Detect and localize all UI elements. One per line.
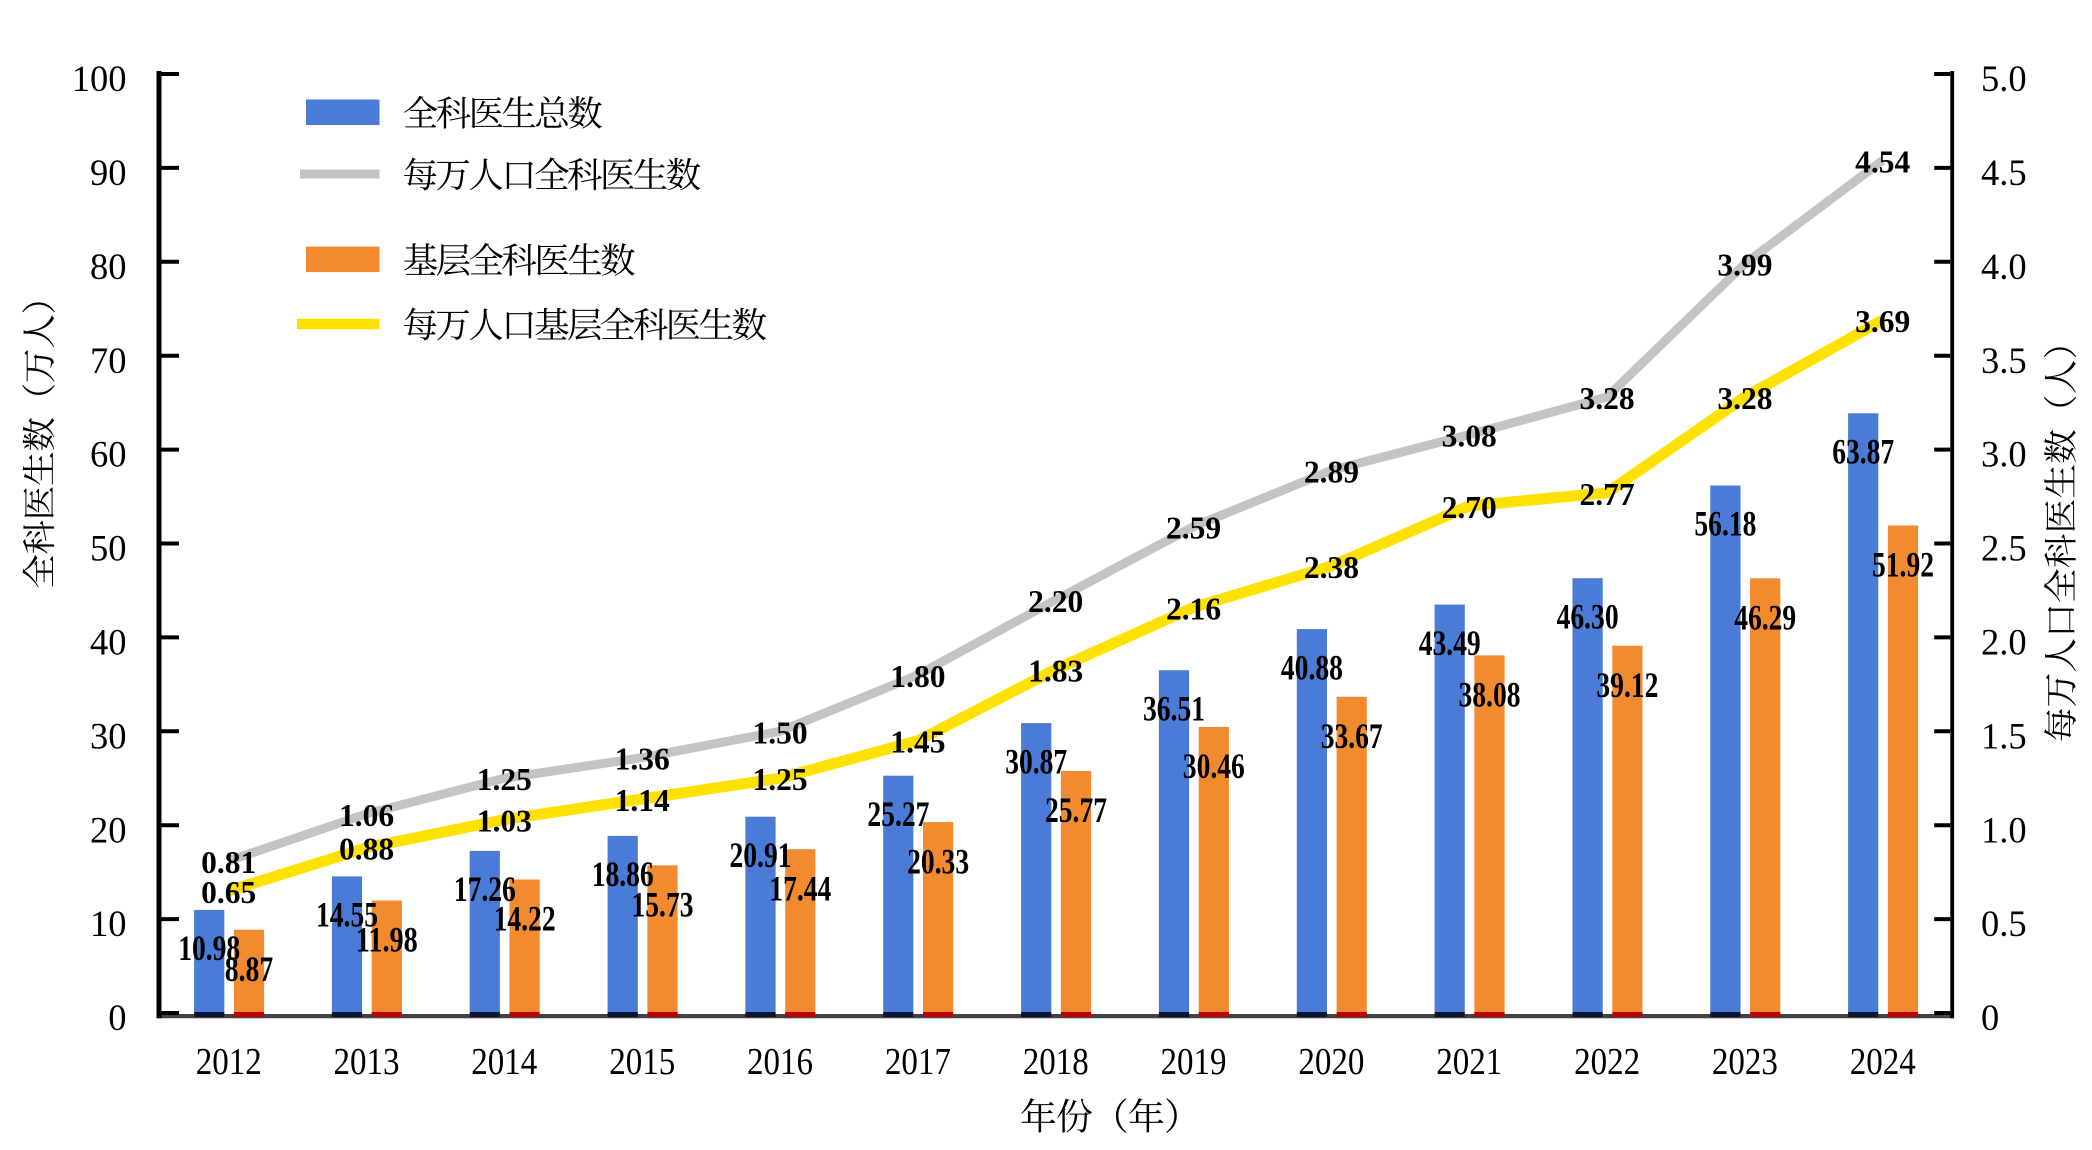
svg-text:40: 40 (90, 622, 127, 663)
svg-text:2018: 2018 (1023, 1041, 1089, 1083)
svg-text:0: 0 (1981, 997, 1999, 1038)
svg-text:2.5: 2.5 (1981, 528, 2027, 569)
svg-text:20.91: 20.91 (730, 835, 792, 875)
svg-text:56.18: 56.18 (1694, 504, 1756, 544)
svg-text:4.5: 4.5 (1981, 152, 2027, 193)
svg-text:2.59: 2.59 (1166, 511, 1221, 546)
svg-text:14.22: 14.22 (494, 899, 556, 939)
svg-text:80: 80 (90, 246, 127, 287)
svg-text:1.14: 1.14 (615, 783, 670, 818)
svg-text:2019: 2019 (1161, 1041, 1227, 1083)
svg-text:3.99: 3.99 (1717, 248, 1772, 283)
svg-text:50: 50 (90, 528, 127, 569)
svg-text:1.45: 1.45 (890, 725, 945, 760)
svg-text:0.65: 0.65 (201, 875, 256, 910)
svg-text:3.08: 3.08 (1442, 419, 1497, 454)
svg-text:36.51: 36.51 (1143, 688, 1205, 728)
svg-text:4.54: 4.54 (1855, 144, 1910, 179)
svg-text:30: 30 (90, 715, 127, 756)
svg-text:2012: 2012 (196, 1041, 262, 1083)
svg-text:3.28: 3.28 (1580, 381, 1635, 416)
svg-text:2017: 2017 (885, 1041, 951, 1083)
svg-text:30.87: 30.87 (1005, 741, 1067, 781)
svg-text:4.0: 4.0 (1981, 246, 2027, 287)
svg-text:40.88: 40.88 (1281, 647, 1343, 687)
svg-text:1.36: 1.36 (615, 742, 670, 777)
svg-text:2.77: 2.77 (1580, 477, 1635, 512)
svg-text:90: 90 (90, 152, 127, 193)
svg-text:14.55: 14.55 (316, 895, 378, 935)
svg-text:63.87: 63.87 (1832, 432, 1894, 472)
svg-text:2.16: 2.16 (1166, 591, 1221, 626)
svg-text:2.70: 2.70 (1442, 490, 1497, 525)
svg-text:1.25: 1.25 (752, 762, 807, 797)
svg-text:5.0: 5.0 (1981, 58, 2027, 99)
svg-text:2014: 2014 (471, 1041, 537, 1083)
svg-text:51.92: 51.92 (1872, 545, 1934, 585)
svg-text:2024: 2024 (1850, 1041, 1916, 1083)
svg-text:0.88: 0.88 (339, 832, 394, 867)
svg-text:70: 70 (90, 340, 127, 381)
svg-text:0.81: 0.81 (201, 845, 256, 880)
svg-text:2.89: 2.89 (1304, 454, 1359, 489)
svg-text:17.26: 17.26 (454, 869, 516, 909)
svg-text:2016: 2016 (747, 1041, 813, 1083)
svg-text:8.87: 8.87 (225, 949, 274, 989)
svg-text:38.08: 38.08 (1459, 675, 1521, 715)
svg-text:2022: 2022 (1574, 1041, 1640, 1083)
svg-text:2020: 2020 (1298, 1041, 1364, 1083)
svg-text:18.86: 18.86 (592, 854, 654, 894)
svg-text:1.80: 1.80 (890, 659, 945, 694)
svg-text:60: 60 (90, 434, 127, 475)
svg-text:30.46: 30.46 (1183, 746, 1245, 786)
svg-text:1.50: 1.50 (752, 715, 807, 750)
svg-text:2013: 2013 (334, 1041, 400, 1083)
svg-text:39.12: 39.12 (1596, 665, 1658, 705)
svg-text:25.27: 25.27 (867, 794, 929, 834)
svg-text:1.03: 1.03 (477, 804, 532, 839)
svg-text:3.69: 3.69 (1855, 304, 1910, 339)
svg-text:3.28: 3.28 (1717, 381, 1772, 416)
svg-text:1.25: 1.25 (477, 762, 532, 797)
svg-text:2023: 2023 (1712, 1041, 1778, 1083)
svg-text:3.0: 3.0 (1981, 434, 2027, 475)
svg-text:20: 20 (90, 809, 127, 850)
svg-text:2.38: 2.38 (1304, 550, 1359, 585)
svg-text:46.29: 46.29 (1734, 598, 1796, 638)
svg-text:1.0: 1.0 (1981, 809, 2027, 850)
svg-text:17.44: 17.44 (769, 868, 831, 908)
svg-text:11.98: 11.98 (356, 920, 418, 960)
svg-text:20.33: 20.33 (907, 841, 969, 881)
svg-text:2.0: 2.0 (1981, 622, 2027, 663)
svg-text:0.5: 0.5 (1981, 903, 2027, 944)
svg-text:25.77: 25.77 (1045, 790, 1107, 830)
svg-text:3.5: 3.5 (1981, 340, 2027, 381)
svg-text:46.30: 46.30 (1557, 596, 1619, 636)
svg-text:0: 0 (108, 997, 126, 1038)
svg-text:10: 10 (90, 903, 127, 944)
svg-text:2021: 2021 (1436, 1041, 1502, 1083)
svg-text:43.49: 43.49 (1419, 623, 1481, 663)
svg-text:33.67: 33.67 (1321, 716, 1383, 756)
svg-text:2.20: 2.20 (1028, 584, 1083, 619)
svg-text:15.73: 15.73 (632, 885, 694, 925)
svg-text:100: 100 (72, 58, 127, 99)
svg-text:10.98: 10.98 (178, 928, 240, 968)
svg-text:1.83: 1.83 (1028, 653, 1083, 688)
svg-text:1.5: 1.5 (1981, 715, 2027, 756)
svg-text:1.06: 1.06 (339, 798, 394, 833)
svg-text:2015: 2015 (609, 1041, 675, 1083)
